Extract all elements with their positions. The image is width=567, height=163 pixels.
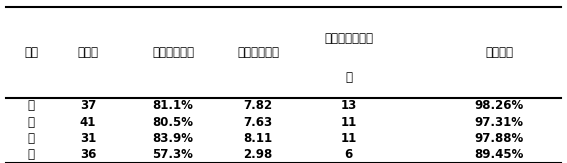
Text: 41: 41 xyxy=(80,116,96,129)
Text: 36: 36 xyxy=(80,148,96,161)
Text: 97.88%: 97.88% xyxy=(475,132,523,145)
Text: 平均不定芽增殖: 平均不定芽增殖 xyxy=(324,32,373,45)
Text: 97.31%: 97.31% xyxy=(475,116,523,129)
Text: 57.3%: 57.3% xyxy=(153,148,193,161)
Text: 8.11: 8.11 xyxy=(243,132,273,145)
Text: 11: 11 xyxy=(341,132,357,145)
Text: 2.98: 2.98 xyxy=(243,148,273,161)
Text: 不定芽诱导率: 不定芽诱导率 xyxy=(152,46,194,59)
Text: 一: 一 xyxy=(28,99,35,112)
Text: 98.26%: 98.26% xyxy=(475,99,523,112)
Text: 生根频率: 生根频率 xyxy=(485,46,513,59)
Text: 组别: 组别 xyxy=(24,46,38,59)
Text: 四: 四 xyxy=(28,148,35,161)
Text: 11: 11 xyxy=(341,116,357,129)
Text: 7.63: 7.63 xyxy=(243,116,273,129)
Text: 83.9%: 83.9% xyxy=(153,132,193,145)
Text: 6: 6 xyxy=(345,148,353,161)
Text: 37: 37 xyxy=(80,99,96,112)
Text: 二: 二 xyxy=(28,116,35,129)
Text: 数: 数 xyxy=(345,71,352,84)
Text: 80.5%: 80.5% xyxy=(153,116,193,129)
Text: 子叶数: 子叶数 xyxy=(77,46,99,59)
Text: 三: 三 xyxy=(28,132,35,145)
Text: 13: 13 xyxy=(341,99,357,112)
Text: 31: 31 xyxy=(80,132,96,145)
Text: 7.82: 7.82 xyxy=(243,99,273,112)
Text: 89.45%: 89.45% xyxy=(474,148,524,161)
Text: 平均不定芽数: 平均不定芽数 xyxy=(237,46,279,59)
Text: 81.1%: 81.1% xyxy=(153,99,193,112)
